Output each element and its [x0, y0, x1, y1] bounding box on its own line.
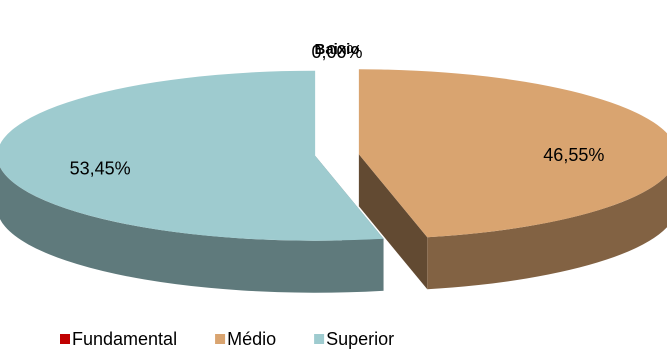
- slice-face: [358, 154, 428, 290]
- legend-swatch: [314, 334, 325, 344]
- legend-label: Médio: [227, 329, 276, 349]
- legend-label: Fundamental: [72, 329, 177, 349]
- data-label: 0,00%: [311, 42, 362, 62]
- pie: 0,00% 46,55% 53,45%: [0, 42, 667, 293]
- chart-title: Baixio: [314, 41, 359, 58]
- pie-slice: [0, 70, 384, 241]
- data-label: 53,45%: [70, 159, 131, 179]
- legend-swatch: [60, 334, 70, 344]
- slice-side: [0, 167, 384, 293]
- legend-label: Superior: [326, 329, 394, 349]
- slice-side: [427, 175, 667, 290]
- data-label: 46,55%: [543, 145, 604, 165]
- pie-slice: [358, 69, 667, 238]
- legend-swatch: [215, 334, 226, 344]
